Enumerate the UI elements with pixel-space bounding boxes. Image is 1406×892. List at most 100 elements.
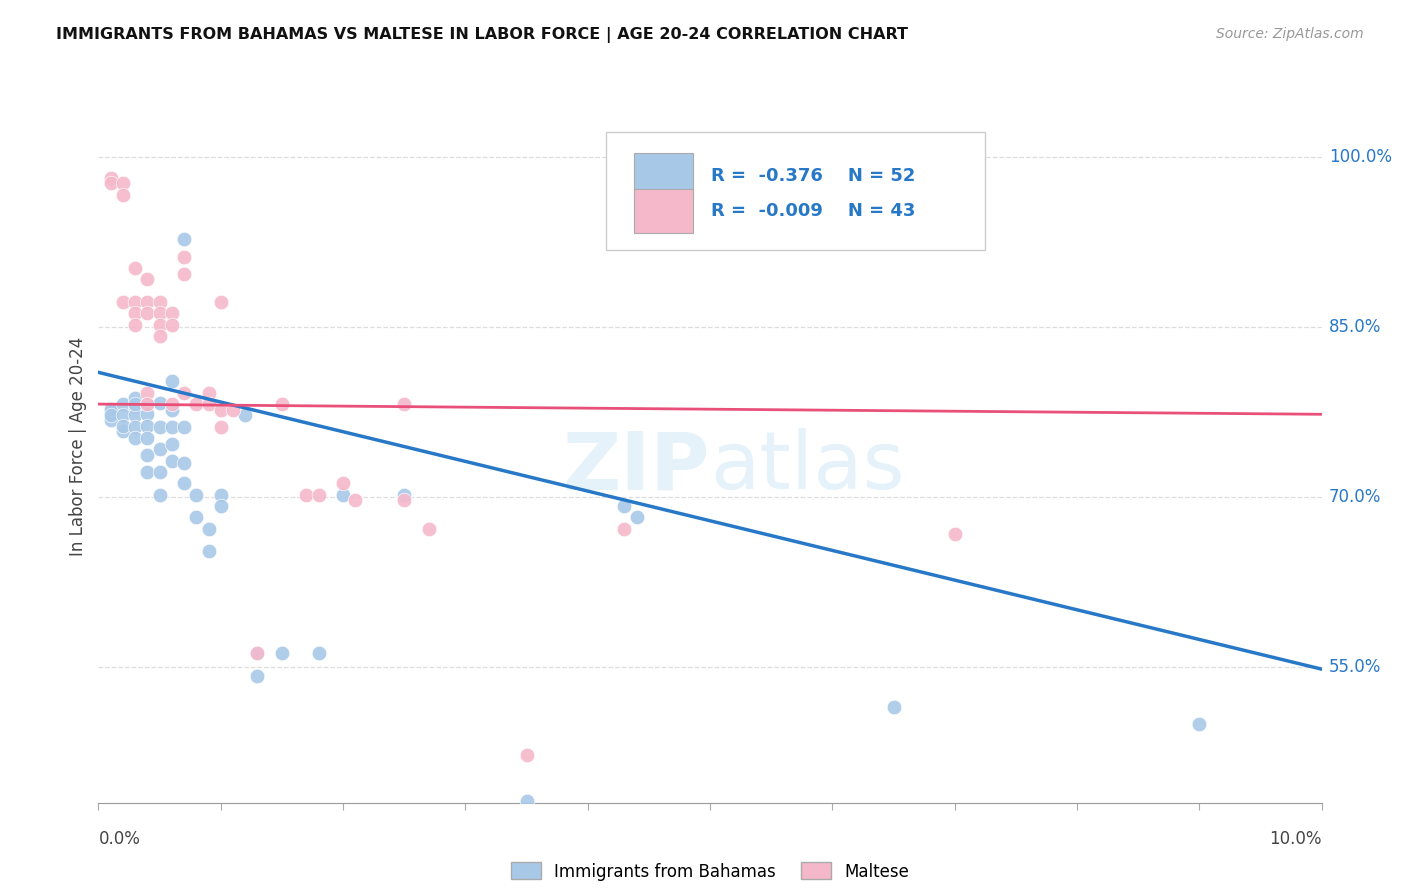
Point — [111, 187, 134, 202]
Point — [160, 375, 183, 389]
Point — [308, 646, 330, 660]
Point — [160, 454, 183, 468]
Point — [124, 261, 146, 276]
Point — [516, 748, 538, 763]
Point — [209, 295, 232, 310]
Point — [209, 499, 232, 513]
Point — [173, 232, 195, 246]
Point — [136, 272, 159, 286]
Point — [233, 409, 256, 423]
Point — [160, 402, 183, 417]
Point — [392, 397, 416, 411]
Text: 10.0%: 10.0% — [1270, 830, 1322, 847]
Point — [149, 488, 172, 502]
Point — [1188, 716, 1211, 731]
Point — [295, 488, 318, 502]
Text: R =  -0.009    N = 43: R = -0.009 N = 43 — [711, 202, 915, 220]
Point — [392, 493, 416, 508]
Text: R =  -0.376    N = 52: R = -0.376 N = 52 — [711, 167, 915, 185]
Point — [246, 646, 269, 660]
Point — [246, 646, 269, 660]
Text: 85.0%: 85.0% — [1329, 318, 1381, 336]
Point — [197, 544, 219, 558]
Text: Source: ZipAtlas.com: Source: ZipAtlas.com — [1216, 27, 1364, 41]
Point — [124, 409, 146, 423]
Point — [209, 488, 232, 502]
Point — [160, 318, 183, 332]
Text: 0.0%: 0.0% — [98, 830, 141, 847]
Point — [197, 397, 219, 411]
Point — [270, 397, 292, 411]
Point — [111, 176, 134, 190]
Point — [136, 448, 159, 462]
Point — [124, 401, 146, 415]
Point — [100, 413, 122, 427]
Point — [222, 402, 245, 417]
Point — [100, 405, 122, 419]
Point — [209, 419, 232, 434]
Point — [100, 170, 122, 185]
Point — [160, 306, 183, 320]
Point — [186, 488, 208, 502]
Text: 70.0%: 70.0% — [1329, 488, 1381, 506]
Point — [173, 385, 195, 400]
Text: IMMIGRANTS FROM BAHAMAS VS MALTESE IN LABOR FORCE | AGE 20-24 CORRELATION CHART: IMMIGRANTS FROM BAHAMAS VS MALTESE IN LA… — [56, 27, 908, 43]
Point — [186, 510, 208, 524]
Point — [332, 476, 354, 491]
Legend: Immigrants from Bahamas, Maltese: Immigrants from Bahamas, Maltese — [505, 855, 915, 888]
Point — [883, 699, 905, 714]
Point — [124, 392, 146, 406]
Text: atlas: atlas — [710, 428, 904, 507]
Point — [613, 499, 636, 513]
Point — [246, 669, 269, 683]
Point — [136, 306, 159, 320]
FancyBboxPatch shape — [606, 132, 986, 250]
Point — [100, 401, 122, 416]
Point — [173, 250, 195, 264]
Point — [124, 306, 146, 320]
Point — [626, 510, 648, 524]
Text: ZIP: ZIP — [562, 428, 710, 507]
FancyBboxPatch shape — [634, 189, 693, 234]
Point — [149, 396, 172, 410]
Point — [160, 397, 183, 411]
Point — [197, 522, 219, 536]
Point — [136, 407, 159, 421]
FancyBboxPatch shape — [634, 153, 693, 198]
Text: 55.0%: 55.0% — [1329, 658, 1381, 676]
Point — [149, 318, 172, 332]
Point — [149, 306, 172, 320]
Point — [111, 418, 134, 433]
Point — [149, 465, 172, 479]
Point — [197, 385, 219, 400]
Point — [149, 295, 172, 310]
Point — [943, 527, 966, 541]
Point — [100, 176, 122, 190]
Point — [186, 397, 208, 411]
Point — [136, 397, 159, 411]
Point — [332, 488, 354, 502]
Point — [136, 431, 159, 445]
Point — [111, 397, 134, 411]
Point — [124, 431, 146, 445]
Y-axis label: In Labor Force | Age 20-24: In Labor Force | Age 20-24 — [69, 336, 87, 556]
Point — [124, 419, 146, 434]
Point — [136, 465, 159, 479]
Point — [136, 397, 159, 411]
Point — [392, 488, 416, 502]
Point — [111, 409, 134, 423]
Point — [209, 402, 232, 417]
Point — [173, 476, 195, 491]
Point — [173, 267, 195, 281]
Point — [516, 793, 538, 807]
Point — [270, 646, 292, 660]
Point — [149, 442, 172, 457]
Point — [149, 329, 172, 343]
Point — [160, 419, 183, 434]
Point — [100, 409, 122, 423]
Point — [111, 424, 134, 438]
Point — [124, 318, 146, 332]
Point — [136, 295, 159, 310]
Point — [418, 522, 440, 536]
Point — [136, 418, 159, 433]
